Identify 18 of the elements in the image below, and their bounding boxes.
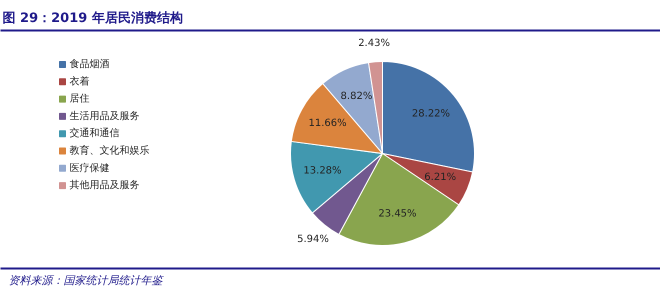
text: 资料来源：国家统计局统计年鉴: [8, 274, 164, 287]
data-label: 8.82%: [340, 91, 372, 102]
legend-label: 其他用品及服务: [70, 179, 140, 192]
data-label: 6.21%: [424, 172, 456, 184]
data-label: 23.45%: [378, 208, 417, 220]
legend-label: 食品烟酒: [70, 58, 110, 70]
legend-label: 衣着: [70, 75, 90, 88]
legend-label: 居住: [70, 94, 90, 105]
legend-label: 医疗保健: [70, 162, 110, 174]
data-label: 13.28%: [303, 166, 342, 177]
chart-title: 图 29：2019 年居民消费结构: [2, 11, 183, 26]
data-label: 28.22%: [412, 108, 450, 120]
data-label: 2.43%: [358, 38, 390, 49]
legend-label: 教育、文化和娱乐: [70, 144, 150, 156]
data-label: 11.66%: [308, 118, 347, 130]
data-label: 5.94%: [297, 234, 329, 245]
legend-label: 交通和通信: [70, 127, 120, 140]
legend-label: 生活用品及服务: [70, 110, 140, 122]
